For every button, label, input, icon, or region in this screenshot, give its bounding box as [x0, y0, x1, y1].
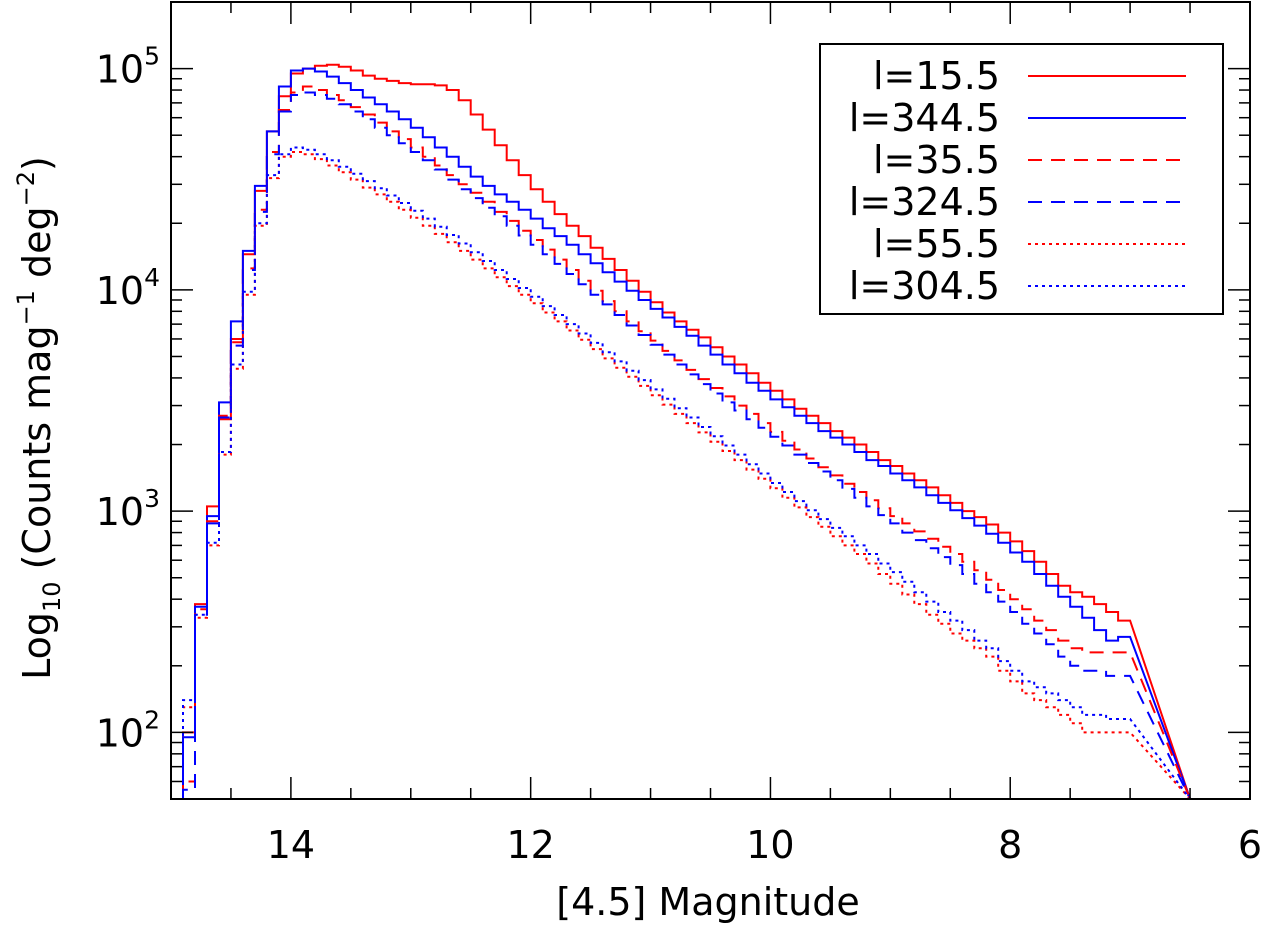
legend-label: l=304.5 — [849, 264, 1000, 308]
legend-label: l=324.5 — [849, 180, 1000, 224]
x-tick-label: 10 — [746, 823, 794, 867]
legend-box — [819, 43, 1224, 315]
axis-labels: [4.5] Magnitude Log10 (Counts mag−1 deg−… — [12, 156, 860, 924]
series-l-55-5 — [182, 151, 1250, 800]
series-layer — [182, 63, 1250, 800]
series-l-15-5 — [182, 63, 1250, 800]
series-l-324-5 — [182, 91, 1250, 800]
x-tick-label: 8 — [998, 823, 1022, 867]
y-axis-label: Log10 (Counts mag−1 deg−2) — [12, 156, 66, 680]
series-l-304-5 — [182, 146, 1250, 800]
y-axis-label-main: Log — [15, 612, 59, 680]
y-tick-label: 104 — [96, 263, 160, 313]
y-axis-label-sub: 10 — [38, 581, 66, 612]
axes-layer: 14 12 10 8 6 102 103 104 105 — [96, 1, 1262, 867]
y-axis-label-sup1: −1 — [12, 290, 40, 325]
legend-label: l=55.5 — [873, 222, 1000, 266]
series-l-344-5 — [182, 67, 1250, 800]
legend-label: l=344.5 — [849, 96, 1000, 140]
x-axis-label: [4.5] Magnitude — [556, 880, 859, 924]
y-tick-label: 105 — [96, 42, 160, 92]
x-tick-label: 14 — [267, 823, 315, 867]
y-axis-label-sup2: −2 — [12, 171, 40, 206]
y-axis-label-end: ) — [15, 156, 59, 171]
x-tick-label: 6 — [1238, 823, 1262, 867]
y-axis-label-mid2: deg — [15, 206, 59, 290]
y-tick-label: 102 — [96, 705, 160, 755]
legend-label: l=15.5 — [873, 54, 1000, 98]
y-tick-label: 103 — [96, 484, 160, 534]
x-tick-label: 12 — [506, 823, 554, 867]
y-axis-label-mid: (Counts mag — [15, 325, 59, 581]
legend: l=15.5l=344.5l=35.5l=324.5l=55.5l=304.5 — [819, 43, 1224, 315]
legend-label: l=35.5 — [873, 138, 1000, 182]
